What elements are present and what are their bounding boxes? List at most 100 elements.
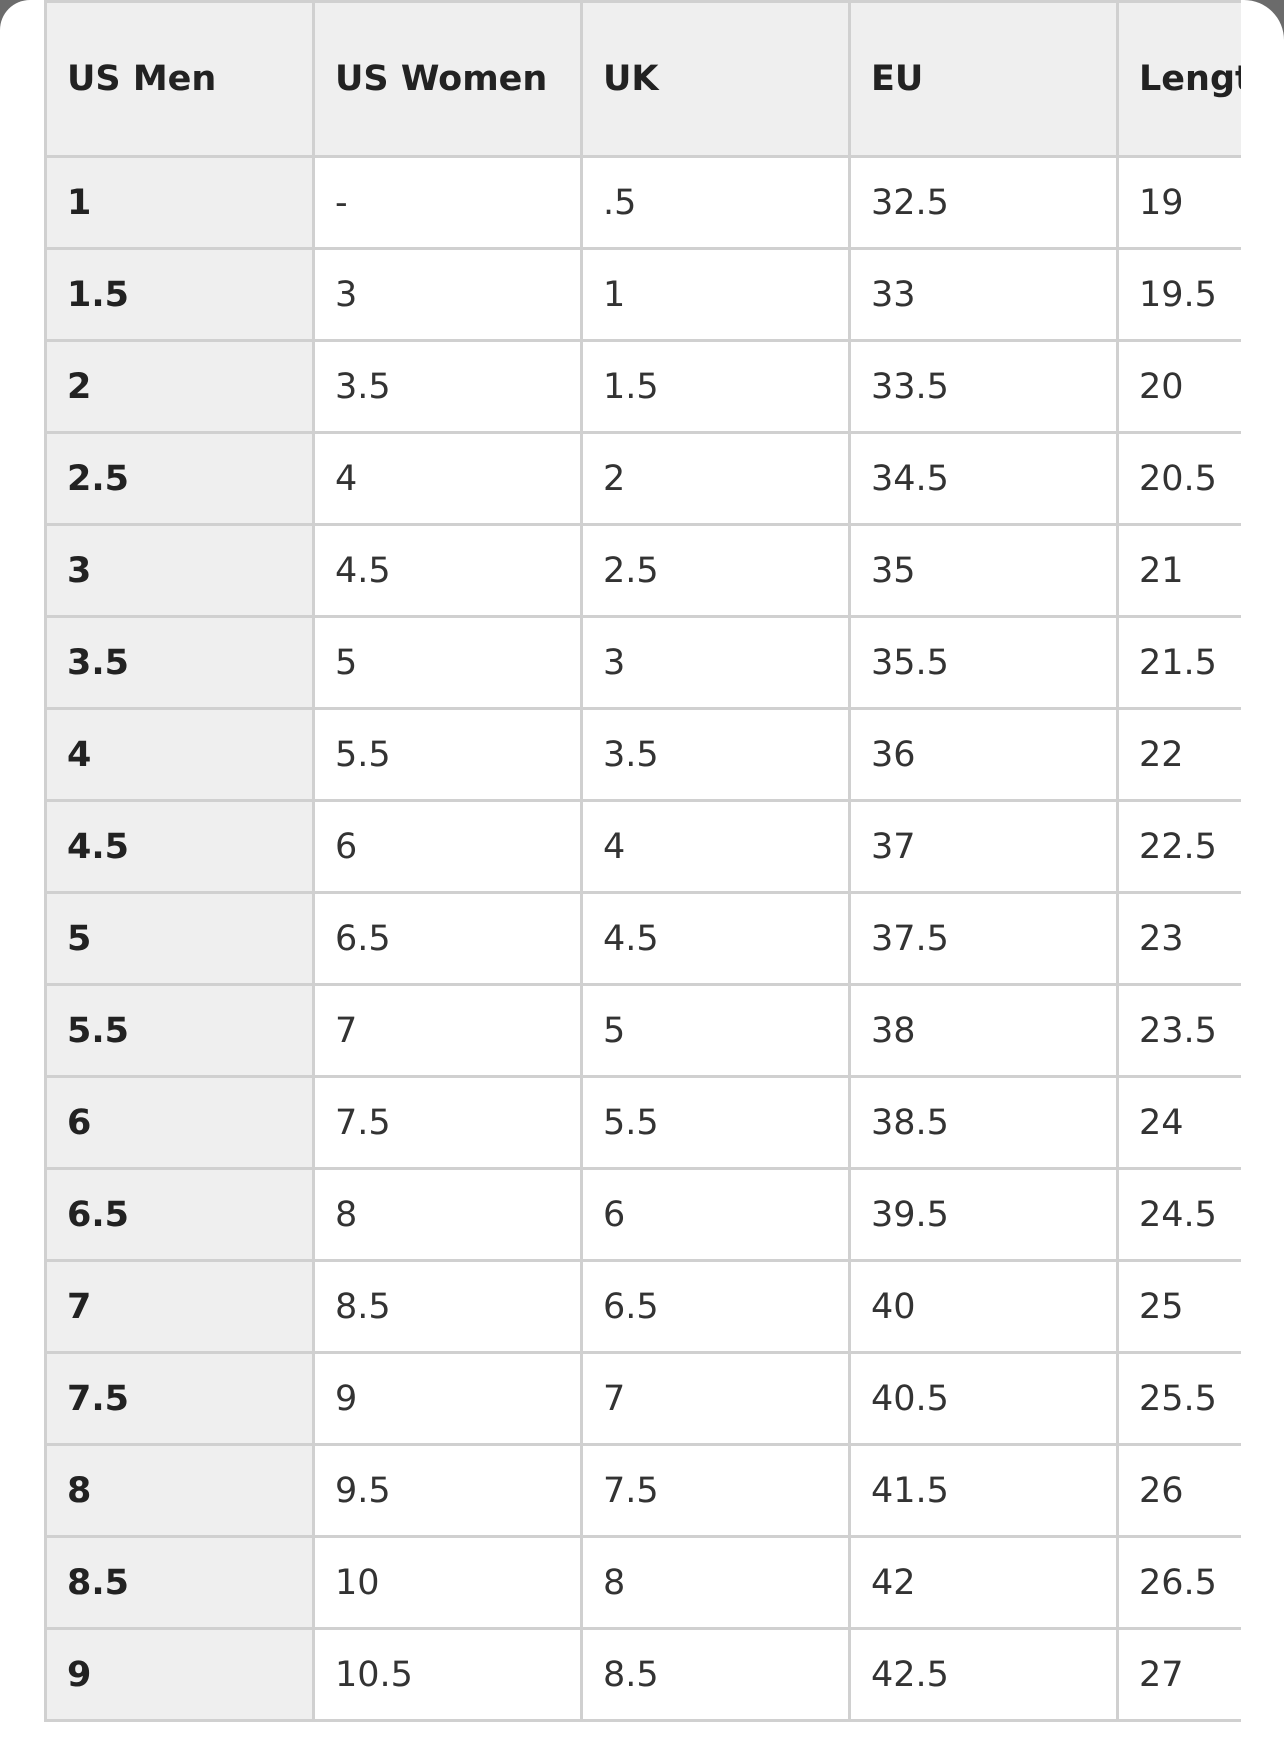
table-cell: 1.5 bbox=[44, 247, 315, 342]
table-cell: 7.5 bbox=[580, 1443, 851, 1538]
table-row: 5 6.5 4.5 37.5 23 bbox=[44, 891, 1241, 986]
table-cell: 2 bbox=[44, 339, 315, 434]
table-cell: 3 bbox=[44, 523, 315, 618]
table-cell: 5 bbox=[580, 983, 851, 1078]
table-cell: 5 bbox=[312, 615, 583, 710]
table-cell: 19.5 bbox=[1116, 247, 1241, 342]
table-cell: .5 bbox=[580, 155, 851, 250]
table-cell: 20 bbox=[1116, 339, 1241, 434]
table-cell: 3.5 bbox=[44, 615, 315, 710]
table-cell: 5 bbox=[44, 891, 315, 986]
table-cell: 9.5 bbox=[312, 1443, 583, 1538]
table-cell: 21 bbox=[1116, 523, 1241, 618]
table-row: 5.5 7 5 38 23.5 bbox=[44, 983, 1241, 1078]
table-cell: 7 bbox=[312, 983, 583, 1078]
table-row: 1- .5 32.5 19 bbox=[44, 155, 1241, 250]
table-cell: 5.5 bbox=[312, 707, 583, 802]
column-header: US Women bbox=[312, 0, 583, 158]
table-cell: 6 bbox=[44, 1075, 315, 1170]
table-cell: 40.5 bbox=[848, 1351, 1119, 1446]
table-cell: 6.5 bbox=[44, 1167, 315, 1262]
table-cell: 8 bbox=[312, 1167, 583, 1262]
table-cell: 23.5 bbox=[1116, 983, 1241, 1078]
table-cell: 1.5 bbox=[580, 339, 851, 434]
column-header: Length (cm) bbox=[1116, 0, 1241, 158]
table-cell: 2 bbox=[580, 431, 851, 526]
table-row: 3 4.5 2.5 35 21 bbox=[44, 523, 1241, 618]
table-cell: 1 bbox=[580, 247, 851, 342]
table-row: 2.5 4 2 34.5 20.5 bbox=[44, 431, 1241, 526]
table-row: 3.5 5 3 35.5 21.5 bbox=[44, 615, 1241, 710]
table-row: 4 5.5 3.5 36 22 bbox=[44, 707, 1241, 802]
table-cell: 1 bbox=[44, 155, 315, 250]
table-cell: 8.5 bbox=[580, 1627, 851, 1722]
table-row: 7.5 9 7 40.5 25.5 bbox=[44, 1351, 1241, 1446]
table-cell: 3 bbox=[312, 247, 583, 342]
table-cell: - bbox=[312, 155, 583, 250]
table-cell: 7 bbox=[44, 1259, 315, 1354]
table-row: 6 7.5 5.5 38.5 24 bbox=[44, 1075, 1241, 1170]
table-cell: 41.5 bbox=[848, 1443, 1119, 1538]
table-cell: 26 bbox=[1116, 1443, 1241, 1538]
table-cell: 38.5 bbox=[848, 1075, 1119, 1170]
table-cell: 21.5 bbox=[1116, 615, 1241, 710]
table-cell: 33.5 bbox=[848, 339, 1119, 434]
table-cell: 32.5 bbox=[848, 155, 1119, 250]
table-cell: 2.5 bbox=[580, 523, 851, 618]
table-cell: 6 bbox=[580, 1167, 851, 1262]
table-cell: 25.5 bbox=[1116, 1351, 1241, 1446]
table-cell: 35.5 bbox=[848, 615, 1119, 710]
table-cell: 4.5 bbox=[312, 523, 583, 618]
table-cell: 10 bbox=[312, 1535, 583, 1630]
table-cell: 37.5 bbox=[848, 891, 1119, 986]
table-cell: 4 bbox=[312, 431, 583, 526]
table-row: 9 10.5 8.5 42.5 27 bbox=[44, 1627, 1241, 1722]
table-cell: 24.5 bbox=[1116, 1167, 1241, 1262]
table-cell: 27 bbox=[1116, 1627, 1241, 1722]
table-cell: 6.5 bbox=[312, 891, 583, 986]
table-cell: 33 bbox=[848, 247, 1119, 342]
column-header: US Men bbox=[44, 0, 315, 158]
column-header: UK bbox=[580, 0, 851, 158]
table-cell: 5.5 bbox=[580, 1075, 851, 1170]
table-row: 8.5 10 8 42 26.5 bbox=[44, 1535, 1241, 1630]
table-row: 4.5 6 4 37 22.5 bbox=[44, 799, 1241, 894]
table-cell: 19 bbox=[1116, 155, 1241, 250]
table-cell: 36 bbox=[848, 707, 1119, 802]
table-cell: 3 bbox=[580, 615, 851, 710]
table-cell: 6.5 bbox=[580, 1259, 851, 1354]
table-cell: 8.5 bbox=[44, 1535, 315, 1630]
table-row: 6.5 8 6 39.5 24.5 bbox=[44, 1167, 1241, 1262]
table-cell: 8.5 bbox=[312, 1259, 583, 1354]
table-cell: 22 bbox=[1116, 707, 1241, 802]
table-row: 8 9.5 7.5 41.5 26 bbox=[44, 1443, 1241, 1538]
table-cell: 2.5 bbox=[44, 431, 315, 526]
table-cell: 42 bbox=[848, 1535, 1119, 1630]
table-row: 7 8.5 6.5 40 25 bbox=[44, 1259, 1241, 1354]
table-row: 2 3.5 1.5 33.5 20 bbox=[44, 339, 1241, 434]
table-cell: 6 bbox=[312, 799, 583, 894]
table-cell: 9 bbox=[312, 1351, 583, 1446]
table-cell: 4.5 bbox=[44, 799, 315, 894]
table-cell: 23 bbox=[1116, 891, 1241, 986]
table-cell: 8 bbox=[44, 1443, 315, 1538]
table-cell: 7.5 bbox=[44, 1351, 315, 1446]
table-cell: 26.5 bbox=[1116, 1535, 1241, 1630]
table-cell: 8 bbox=[580, 1535, 851, 1630]
table-cell: 7 bbox=[580, 1351, 851, 1446]
table-cell: 3.5 bbox=[580, 707, 851, 802]
table-cell: 35 bbox=[848, 523, 1119, 618]
table-cell: 42.5 bbox=[848, 1627, 1119, 1722]
table-cell: 9 bbox=[44, 1627, 315, 1722]
table-cell: 34.5 bbox=[848, 431, 1119, 526]
table-cell: 20.5 bbox=[1116, 431, 1241, 526]
table-row: 1.5 3 1 33 19.5 bbox=[44, 247, 1241, 342]
table-cell: 4 bbox=[44, 707, 315, 802]
table-cell: 7.5 bbox=[312, 1075, 583, 1170]
table-cell: 5.5 bbox=[44, 983, 315, 1078]
table-cell: 40 bbox=[848, 1259, 1119, 1354]
